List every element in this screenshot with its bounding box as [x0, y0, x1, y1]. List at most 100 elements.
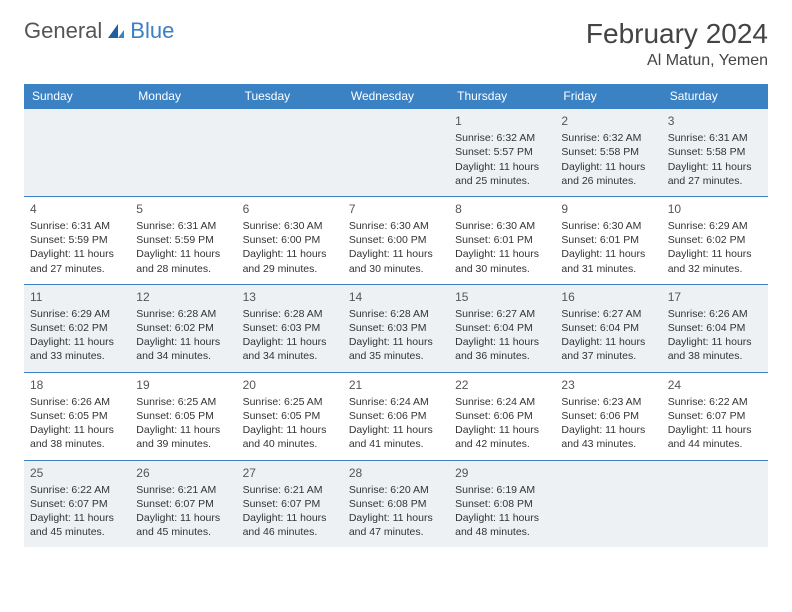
day-number: 27	[243, 465, 337, 481]
day-number: 13	[243, 289, 337, 305]
day-info: Sunrise: 6:32 AMSunset: 5:57 PMDaylight:…	[455, 131, 549, 188]
calendar-day: 27 Sunrise: 6:21 AMSunset: 6:07 PMDayligh…	[237, 460, 343, 547]
day-info: Sunrise: 6:20 AMSunset: 6:08 PMDaylight:…	[349, 483, 443, 540]
day-number: 5	[136, 201, 230, 217]
calendar-day: 18Sunrise: 6:26 AMSunset: 6:05 PMDayligh…	[24, 372, 130, 460]
calendar-day: 9 Sunrise: 6:30 AMSunset: 6:01 PMDaylight…	[555, 196, 661, 284]
day-number: 4	[30, 201, 124, 217]
calendar-day: 2 Sunrise: 6:32 AMSunset: 5:58 PMDaylight…	[555, 109, 661, 197]
calendar-day: 16Sunrise: 6:27 AMSunset: 6:04 PMDayligh…	[555, 284, 661, 372]
day-info: Sunrise: 6:23 AMSunset: 6:06 PMDaylight:…	[561, 395, 655, 452]
day-number: 20	[243, 377, 337, 393]
day-number: 12	[136, 289, 230, 305]
calendar-day: 23 Sunrise: 6:23 AMSunset: 6:06 PMDayligh…	[555, 372, 661, 460]
day-header: Monday	[130, 84, 236, 109]
day-header: Thursday	[449, 84, 555, 109]
day-number: 6	[243, 201, 337, 217]
day-number: 22	[455, 377, 549, 393]
location: Al Matun, Yemen	[586, 52, 768, 70]
logo-text-general: General	[24, 18, 102, 44]
calendar-empty	[130, 109, 236, 197]
calendar-day: 12 Sunrise: 6:28 AMSunset: 6:02 PMDayligh…	[130, 284, 236, 372]
calendar-day: 21Sunrise: 6:24 AMSunset: 6:06 PMDayligh…	[343, 372, 449, 460]
day-number: 17	[668, 289, 762, 305]
calendar-week: 25 Sunrise: 6:22 AMSunset: 6:07 PMDayligh…	[24, 460, 768, 547]
calendar-week: 11 Sunrise: 6:29 AMSunset: 6:02 PMDayligh…	[24, 284, 768, 372]
calendar-day: 15Sunrise: 6:27 AMSunset: 6:04 PMDayligh…	[449, 284, 555, 372]
day-number: 8	[455, 201, 549, 217]
calendar-day: 6 Sunrise: 6:30 AMSunset: 6:00 PMDaylight…	[237, 196, 343, 284]
day-number: 29	[455, 465, 549, 481]
day-number: 24	[668, 377, 762, 393]
day-info: Sunrise: 6:24 AMSunset: 6:06 PMDaylight:…	[455, 395, 549, 452]
calendar-day: 24 Sunrise: 6:22 AMSunset: 6:07 PMDayligh…	[662, 372, 768, 460]
day-number: 21	[349, 377, 443, 393]
day-header: Sunday	[24, 84, 130, 109]
day-number: 7	[349, 201, 443, 217]
day-info: Sunrise: 6:31 AMSunset: 5:59 PMDaylight:…	[30, 219, 124, 276]
day-number: 19	[136, 377, 230, 393]
day-number: 23	[561, 377, 655, 393]
calendar-empty	[662, 460, 768, 547]
calendar-empty	[24, 109, 130, 197]
calendar-week: 18Sunrise: 6:26 AMSunset: 6:05 PMDayligh…	[24, 372, 768, 460]
calendar-table: SundayMondayTuesdayWednesdayThursdayFrid…	[24, 84, 768, 547]
day-info: Sunrise: 6:31 AMSunset: 5:58 PMDaylight:…	[668, 131, 762, 188]
title-block: February 2024 Al Matun, Yemen	[586, 18, 768, 70]
day-number: 11	[30, 289, 124, 305]
day-header-row: SundayMondayTuesdayWednesdayThursdayFrid…	[24, 84, 768, 109]
month-title: February 2024	[586, 18, 768, 50]
day-number: 25	[30, 465, 124, 481]
calendar-day: 19 Sunrise: 6:25 AMSunset: 6:05 PMDayligh…	[130, 372, 236, 460]
day-number: 10	[668, 201, 762, 217]
day-info: Sunrise: 6:32 AMSunset: 5:58 PMDaylight:…	[561, 131, 655, 188]
day-info: Sunrise: 6:29 AMSunset: 6:02 PMDaylight:…	[30, 307, 124, 364]
calendar-day: 1 Sunrise: 6:32 AMSunset: 5:57 PMDaylight…	[449, 109, 555, 197]
day-info: Sunrise: 6:19 AMSunset: 6:08 PMDaylight:…	[455, 483, 549, 540]
logo-text-blue: Blue	[130, 18, 174, 43]
day-info: Sunrise: 6:21 AMSunset: 6:07 PMDaylight:…	[243, 483, 337, 540]
day-number: 3	[668, 113, 762, 129]
day-header: Saturday	[662, 84, 768, 109]
calendar-week: 1 Sunrise: 6:32 AMSunset: 5:57 PMDaylight…	[24, 109, 768, 197]
calendar-week: 4 Sunrise: 6:31 AMSunset: 5:59 PMDaylight…	[24, 196, 768, 284]
calendar-day: 5 Sunrise: 6:31 AMSunset: 5:59 PMDaylight…	[130, 196, 236, 284]
calendar-empty	[237, 109, 343, 197]
calendar-day: 20Sunrise: 6:25 AMSunset: 6:05 PMDayligh…	[237, 372, 343, 460]
calendar-day: 11 Sunrise: 6:29 AMSunset: 6:02 PMDayligh…	[24, 284, 130, 372]
day-info: Sunrise: 6:30 AMSunset: 6:01 PMDaylight:…	[561, 219, 655, 276]
calendar-day: 7 Sunrise: 6:30 AMSunset: 6:00 PMDaylight…	[343, 196, 449, 284]
calendar-day: 26 Sunrise: 6:21 AMSunset: 6:07 PMDayligh…	[130, 460, 236, 547]
day-number: 14	[349, 289, 443, 305]
day-info: Sunrise: 6:30 AMSunset: 6:00 PMDaylight:…	[349, 219, 443, 276]
calendar-day: 4 Sunrise: 6:31 AMSunset: 5:59 PMDaylight…	[24, 196, 130, 284]
calendar-empty	[555, 460, 661, 547]
day-info: Sunrise: 6:30 AMSunset: 6:00 PMDaylight:…	[243, 219, 337, 276]
day-number: 1	[455, 113, 549, 129]
day-info: Sunrise: 6:22 AMSunset: 6:07 PMDaylight:…	[668, 395, 762, 452]
day-info: Sunrise: 6:26 AMSunset: 6:04 PMDaylight:…	[668, 307, 762, 364]
day-info: Sunrise: 6:27 AMSunset: 6:04 PMDaylight:…	[455, 307, 549, 364]
logo: General Blue	[24, 18, 174, 44]
day-number: 16	[561, 289, 655, 305]
day-number: 9	[561, 201, 655, 217]
day-info: Sunrise: 6:31 AMSunset: 5:59 PMDaylight:…	[136, 219, 230, 276]
day-info: Sunrise: 6:30 AMSunset: 6:01 PMDaylight:…	[455, 219, 549, 276]
day-info: Sunrise: 6:28 AMSunset: 6:03 PMDaylight:…	[243, 307, 337, 364]
calendar-day: 22 Sunrise: 6:24 AMSunset: 6:06 PMDayligh…	[449, 372, 555, 460]
calendar-day: 10 Sunrise: 6:29 AMSunset: 6:02 PMDayligh…	[662, 196, 768, 284]
day-number: 26	[136, 465, 230, 481]
day-number: 2	[561, 113, 655, 129]
day-header: Friday	[555, 84, 661, 109]
day-info: Sunrise: 6:29 AMSunset: 6:02 PMDaylight:…	[668, 219, 762, 276]
logo-sail-icon	[106, 22, 126, 40]
day-info: Sunrise: 6:25 AMSunset: 6:05 PMDaylight:…	[136, 395, 230, 452]
calendar-day: 14Sunrise: 6:28 AMSunset: 6:03 PMDayligh…	[343, 284, 449, 372]
day-header: Tuesday	[237, 84, 343, 109]
day-info: Sunrise: 6:21 AMSunset: 6:07 PMDaylight:…	[136, 483, 230, 540]
day-header: Wednesday	[343, 84, 449, 109]
calendar-day: 13 Sunrise: 6:28 AMSunset: 6:03 PMDayligh…	[237, 284, 343, 372]
day-info: Sunrise: 6:28 AMSunset: 6:02 PMDaylight:…	[136, 307, 230, 364]
day-info: Sunrise: 6:22 AMSunset: 6:07 PMDaylight:…	[30, 483, 124, 540]
day-number: 28	[349, 465, 443, 481]
